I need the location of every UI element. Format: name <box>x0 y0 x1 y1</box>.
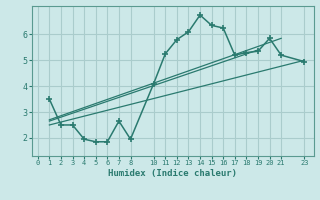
X-axis label: Humidex (Indice chaleur): Humidex (Indice chaleur) <box>108 169 237 178</box>
